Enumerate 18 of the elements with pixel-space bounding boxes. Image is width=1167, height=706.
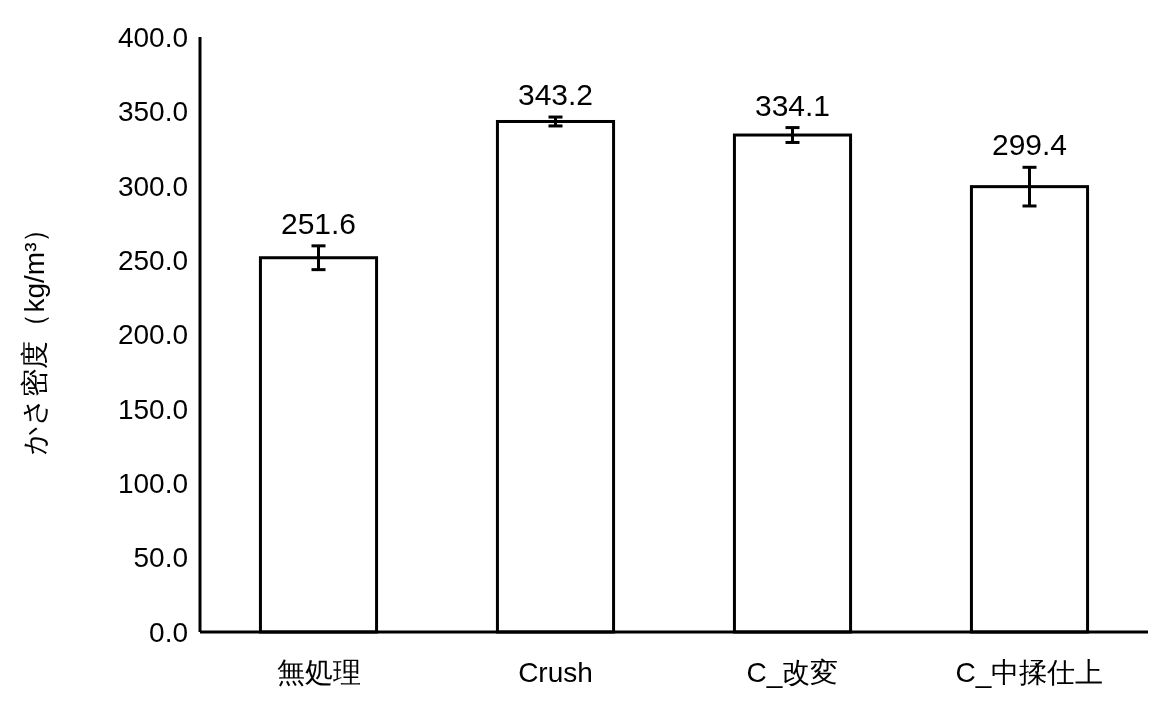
data-label: 251.6 [280, 206, 357, 240]
x-tick-label: C_中揉仕上 [955, 657, 1104, 688]
data-label: 334.1 [754, 88, 831, 122]
x-tick-label: C_改変 [746, 657, 839, 688]
y-tick-label: 350.0 [117, 96, 188, 128]
x-tick-label: 無処理 [276, 657, 361, 688]
data-label: 299.4 [991, 128, 1068, 162]
y-tick-label: 300.0 [117, 170, 188, 202]
x-tick-label: Crush [518, 657, 593, 688]
y-tick-label: 200.0 [117, 319, 188, 351]
y-tick-label: 100.0 [117, 468, 188, 500]
y-tick-label: 250.0 [117, 244, 188, 276]
data-label: 343.2 [517, 78, 594, 112]
y-axis-title: かさ密度（kg/m³） [19, 214, 50, 455]
y-tick-label: 400.0 [117, 21, 188, 53]
y-tick-label: 0.0 [149, 616, 188, 648]
y-tick-label: 50.0 [133, 542, 188, 574]
y-tick-label: 150.0 [117, 393, 188, 425]
